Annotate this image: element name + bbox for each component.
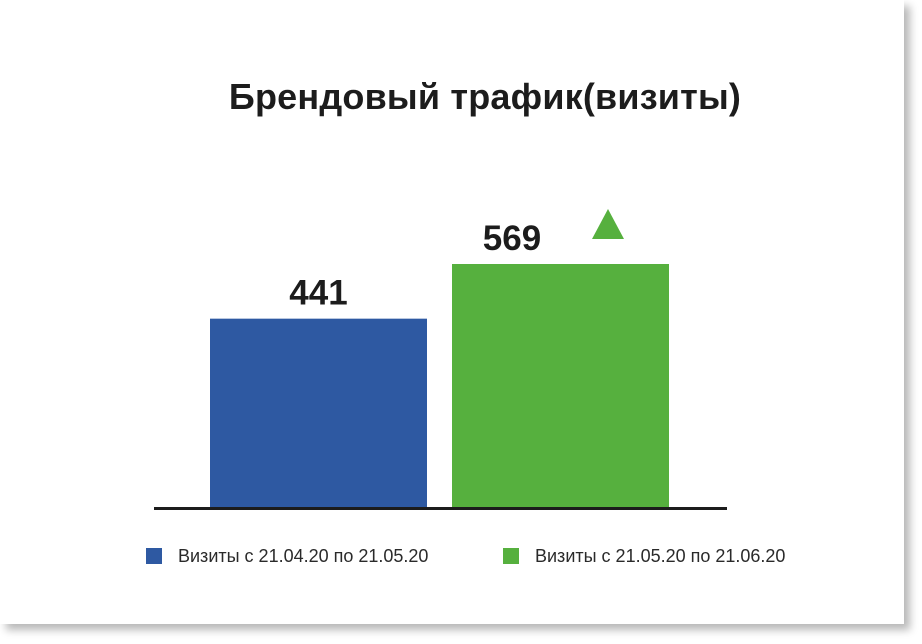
legend-swatch-period-2 (503, 548, 519, 564)
legend-item-period-1: Визиты с 21.04.20 по 21.05.20 (146, 544, 428, 568)
legend-label-period-1: Визиты с 21.04.20 по 21.05.20 (178, 545, 429, 566)
chart-card: Брендовый трафик(визиты) 441 569 Визиты с… (146, 76, 786, 568)
bar-period-2 (452, 264, 669, 507)
triangle-up-icon (592, 209, 624, 239)
chart-title: Брендовый трафик(визиты) (228, 76, 742, 117)
data-label-period-1: 441 (289, 274, 347, 313)
legend-item-period-2: Визиты с 21.05.20 по 21.06.20 (503, 544, 785, 568)
legend-label-period-2: Визиты с 21.05.20 по 21.06.20 (535, 545, 786, 566)
legend-swatch-period-1 (146, 548, 162, 564)
bar-period-1 (210, 318, 427, 507)
data-label-period-2: 569 (483, 219, 541, 258)
chart-plot-area: 441 569 (154, 209, 727, 510)
